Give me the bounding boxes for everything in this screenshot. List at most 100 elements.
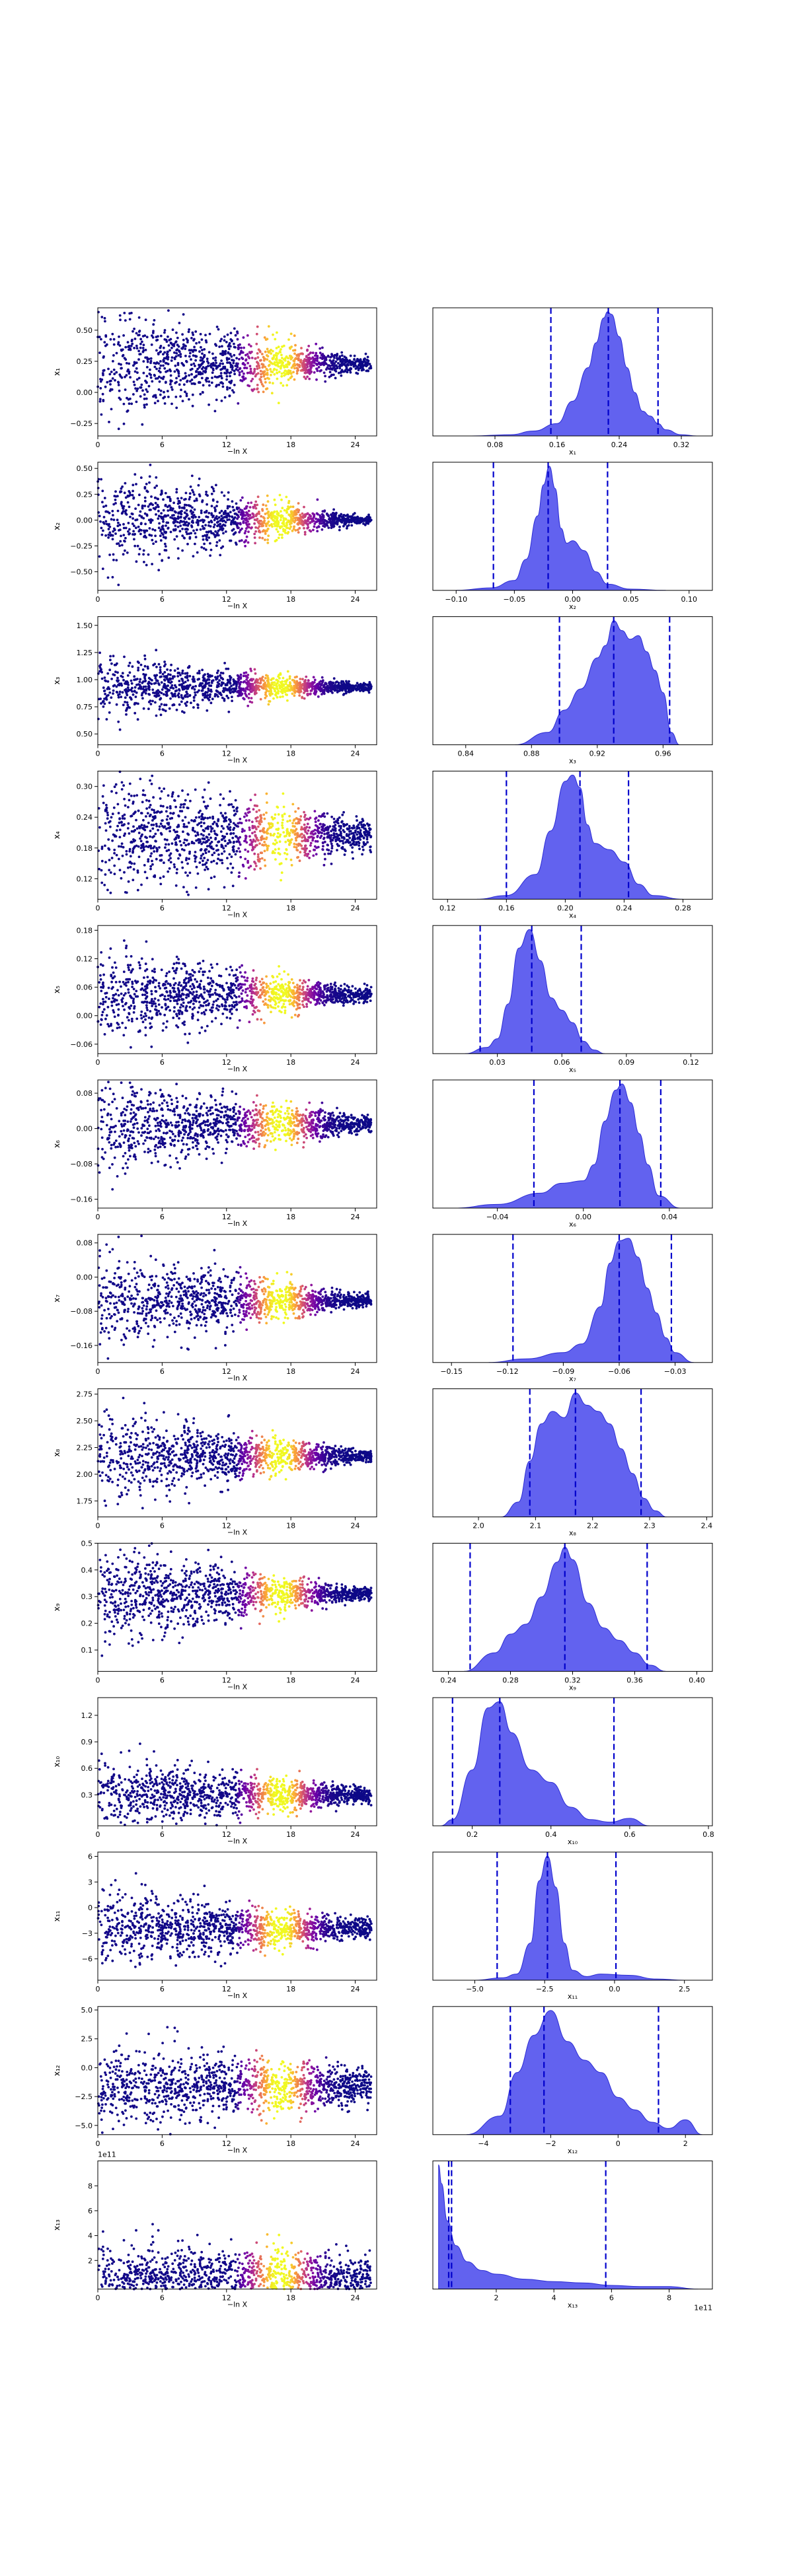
- scatter-point: [147, 505, 150, 508]
- scatter-point: [303, 367, 306, 371]
- x-tick-label: 6: [160, 750, 165, 758]
- scatter-point: [256, 503, 259, 507]
- scatter-point: [179, 353, 182, 356]
- scatter-point: [292, 371, 295, 374]
- scatter-point: [135, 400, 138, 404]
- scatter-point: [151, 827, 155, 830]
- scatter-point: [245, 835, 248, 838]
- scatter-point: [120, 534, 122, 538]
- x-tick-label: 6: [160, 441, 165, 449]
- scatter-point: [319, 347, 322, 350]
- scatter-point: [254, 805, 258, 807]
- scatter-point: [161, 377, 165, 380]
- scatter-point: [254, 793, 256, 797]
- scatter-point: [169, 673, 172, 676]
- scatter-point: [132, 330, 134, 333]
- scatter-point: [301, 520, 305, 523]
- scatter-point: [272, 677, 275, 680]
- scatter-point: [217, 383, 221, 386]
- scatter-point: [144, 349, 147, 351]
- scatter-point: [174, 340, 178, 343]
- scatter-point: [275, 528, 278, 531]
- scatter-point: [231, 690, 234, 694]
- scatter-point: [195, 521, 198, 524]
- scatter-point: [215, 849, 218, 852]
- scatter-point: [336, 680, 338, 684]
- scatter-point: [182, 363, 184, 366]
- scatter-point: [187, 843, 190, 846]
- scatter-point: [324, 356, 327, 359]
- scatter-point: [327, 849, 330, 851]
- scatter-point: [207, 361, 210, 365]
- scatter-point: [256, 367, 259, 371]
- scatter-point: [147, 687, 150, 690]
- scatter-point: [120, 788, 124, 791]
- scatter-point: [266, 801, 268, 804]
- scatter-point: [296, 519, 299, 521]
- scatter-point: [268, 377, 270, 380]
- scatter-point: [162, 375, 165, 378]
- scatter-point: [206, 534, 209, 536]
- scatter-point: [282, 792, 285, 795]
- scatter-point: [358, 687, 361, 690]
- scatter-point: [255, 332, 258, 336]
- scatter-point: [301, 840, 304, 843]
- scatter-point: [167, 344, 170, 347]
- scatter-point: [108, 711, 111, 714]
- scatter-point: [251, 512, 254, 515]
- scatter-point: [123, 871, 126, 874]
- scatter-point: [332, 688, 335, 691]
- scatter-point: [226, 361, 229, 364]
- scatter-point: [245, 535, 248, 538]
- scatter-point: [136, 387, 139, 390]
- scatter-point: [117, 341, 120, 344]
- scatter-point: [135, 367, 138, 370]
- scatter-point: [123, 655, 126, 659]
- scatter-point: [276, 822, 280, 824]
- scatter-point: [209, 836, 212, 840]
- scatter-point: [280, 510, 282, 513]
- scatter-point: [264, 513, 267, 515]
- x-tick-label: 6: [160, 595, 165, 604]
- scatter-point: [180, 347, 183, 350]
- scatter-point: [321, 848, 324, 851]
- scatter-point: [108, 848, 111, 851]
- scatter-point: [260, 380, 263, 384]
- scatter-point: [186, 528, 189, 531]
- scatter-point: [119, 318, 122, 322]
- x-tick-label: 0: [96, 595, 100, 604]
- scatter-point: [157, 526, 161, 530]
- scatter-point: [303, 680, 306, 683]
- scatter-point: [193, 819, 196, 822]
- scatter-point: [163, 703, 166, 707]
- scatter-point: [215, 671, 219, 674]
- scatter-point: [142, 360, 145, 363]
- scatter-point: [267, 703, 270, 706]
- scatter-point: [226, 333, 229, 336]
- scatter-point: [147, 553, 150, 556]
- scatter-point: [126, 370, 129, 373]
- scatter-point: [220, 825, 223, 828]
- scatter-point: [245, 527, 248, 530]
- scatter-point: [198, 670, 201, 672]
- scatter-point: [170, 346, 173, 349]
- scatter-point: [303, 514, 306, 517]
- scatter-point: [145, 403, 148, 406]
- scatter-point: [116, 691, 119, 694]
- scatter-point: [365, 365, 368, 368]
- scatter-point: [153, 496, 157, 499]
- scatter-point: [162, 520, 165, 523]
- scatter-point: [126, 674, 130, 677]
- scatter-point: [176, 868, 178, 871]
- scatter-point: [193, 688, 196, 691]
- scatter-point: [208, 833, 211, 836]
- scatter-point: [204, 378, 208, 381]
- scatter-point: [281, 507, 284, 509]
- scatter-point: [118, 363, 120, 365]
- scatter-point: [224, 353, 227, 355]
- scatter-point: [98, 398, 102, 401]
- scatter-point: [241, 356, 243, 359]
- scatter-point: [282, 365, 285, 367]
- scatter-point: [272, 382, 274, 385]
